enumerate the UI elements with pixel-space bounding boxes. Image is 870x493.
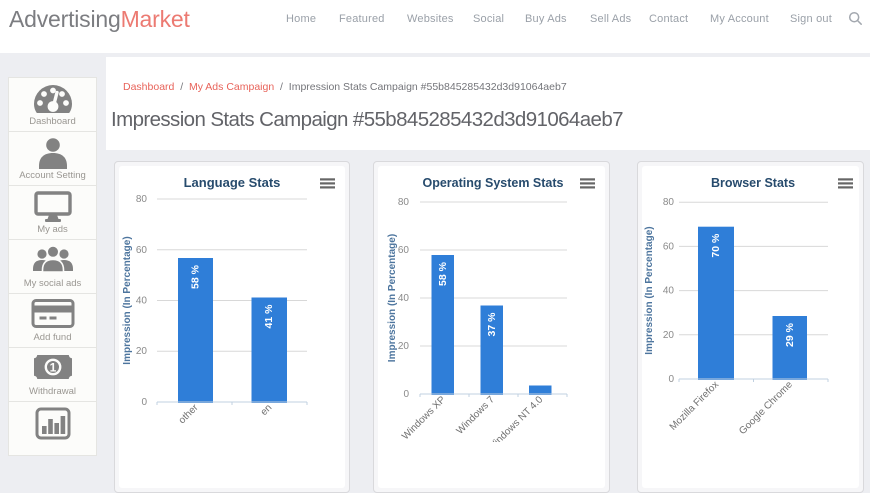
- svg-text:80: 80: [136, 194, 148, 205]
- svg-text:60: 60: [136, 245, 148, 256]
- svg-text:0: 0: [668, 374, 674, 385]
- svg-text:20: 20: [136, 346, 148, 357]
- svg-text:Windows XP: Windows XP: [400, 394, 448, 442]
- svg-text:Impression (In Percentage): Impression (In Percentage): [387, 234, 398, 362]
- svg-text:37 %: 37 %: [486, 312, 498, 337]
- svg-text:29 %: 29 %: [784, 322, 796, 347]
- svg-text:Browser Stats: Browser Stats: [711, 176, 795, 190]
- svg-text:en: en: [259, 402, 275, 418]
- svg-text:70 %: 70 %: [710, 233, 722, 258]
- svg-text:Operating System Stats: Operating System Stats: [422, 176, 563, 190]
- svg-text:Windows 7: Windows 7: [455, 394, 498, 437]
- svg-text:40: 40: [398, 293, 410, 304]
- svg-text:20: 20: [398, 341, 410, 352]
- svg-text:80: 80: [663, 197, 675, 208]
- svg-text:0: 0: [141, 397, 147, 408]
- svg-text:0: 0: [403, 389, 409, 400]
- svg-text:20: 20: [663, 330, 675, 341]
- svg-text:58 %: 58 %: [190, 264, 202, 289]
- svg-text:Google Chrome: Google Chrome: [737, 379, 795, 437]
- svg-text:40: 40: [663, 286, 675, 297]
- svg-text:Impression (In Percentage): Impression (In Percentage): [644, 226, 655, 354]
- svg-text:Impression (In Percentage): Impression (In Percentage): [122, 236, 133, 364]
- svg-text:60: 60: [663, 241, 675, 252]
- svg-text:58 %: 58 %: [437, 261, 449, 286]
- svg-text:60: 60: [398, 245, 410, 256]
- svg-text:Mozilla Firefox: Mozilla Firefox: [668, 379, 721, 432]
- svg-text:40: 40: [136, 296, 148, 307]
- svg-text:80: 80: [398, 197, 410, 208]
- svg-text:Language Stats: Language Stats: [184, 175, 281, 190]
- svg-text:1: 1: [49, 360, 56, 374]
- svg-text:41 %: 41 %: [263, 304, 275, 329]
- svg-text:other: other: [177, 402, 201, 426]
